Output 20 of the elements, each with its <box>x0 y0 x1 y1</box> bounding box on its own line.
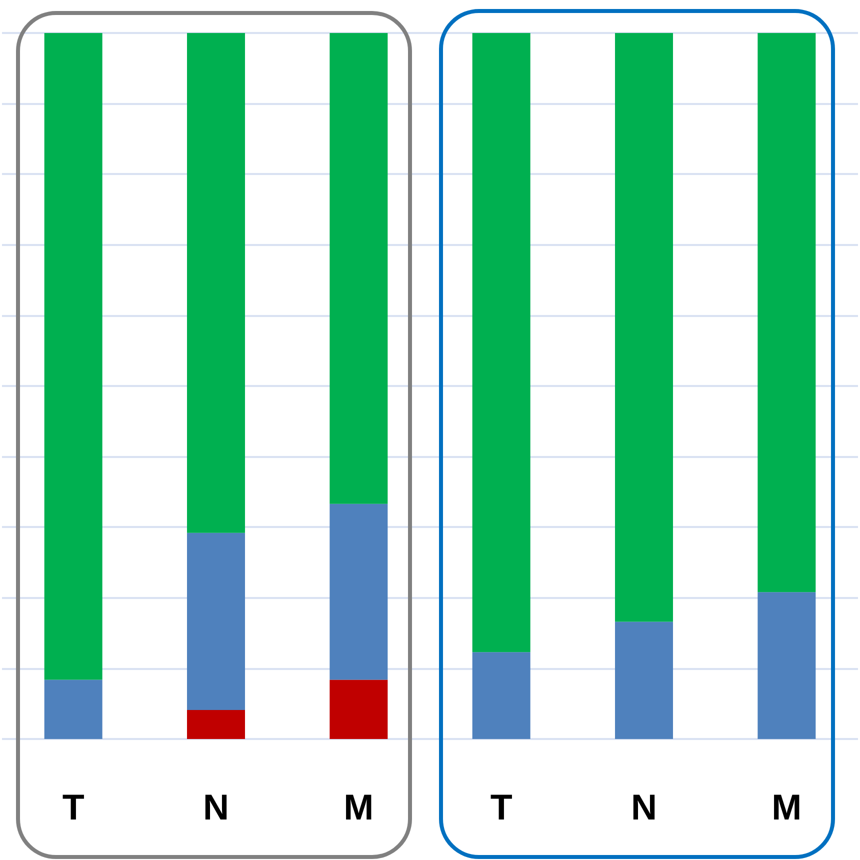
x-tick-label: M <box>772 786 802 828</box>
bar <box>330 33 388 504</box>
bar <box>187 532 245 710</box>
bar <box>330 680 388 739</box>
x-tick-label: N <box>203 786 229 828</box>
bar <box>758 592 816 739</box>
bar <box>615 33 673 622</box>
bar <box>472 33 530 652</box>
bar <box>472 652 530 739</box>
bar <box>330 504 388 680</box>
x-tick-label: T <box>490 786 512 828</box>
bar <box>187 710 245 739</box>
x-tick-label: M <box>344 786 374 828</box>
bar <box>44 33 102 680</box>
bar <box>187 33 245 533</box>
x-tick-label: T <box>62 786 84 828</box>
bar <box>615 622 673 739</box>
bar <box>758 33 816 592</box>
x-tick-label: N <box>631 786 657 828</box>
bar <box>44 680 102 739</box>
